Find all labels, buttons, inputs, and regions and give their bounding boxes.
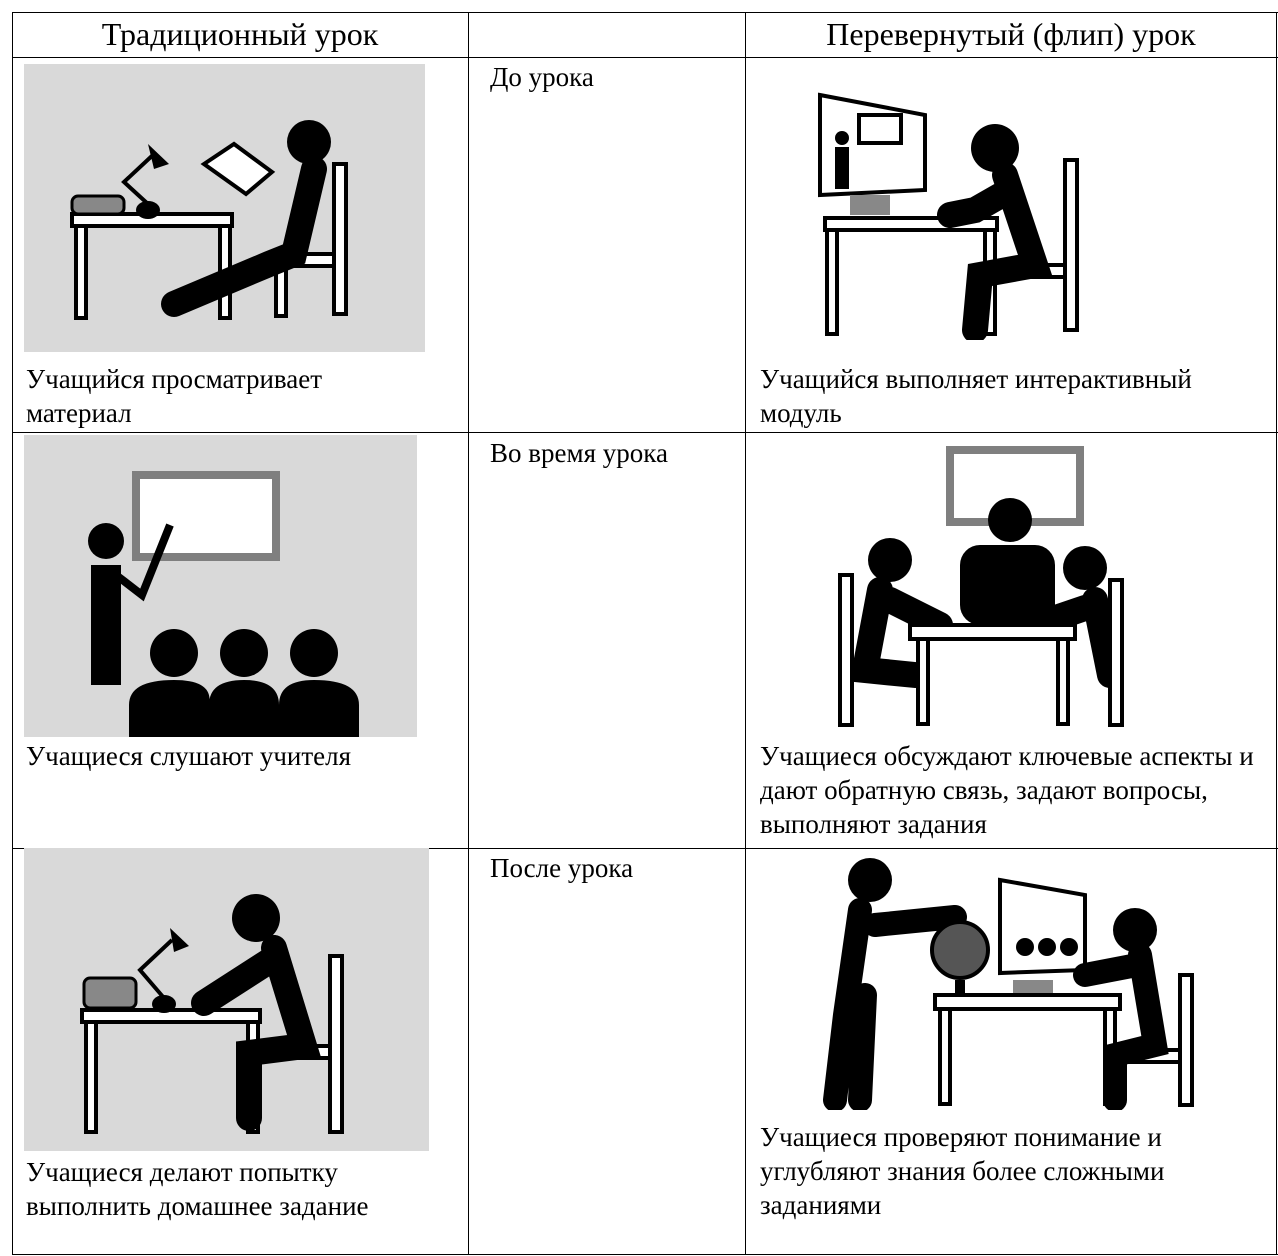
rule xyxy=(12,57,1278,58)
rule xyxy=(12,12,13,1255)
caption: Учащиеся проверяют понимание и углубляют… xyxy=(760,1122,1165,1220)
stage: До урока xyxy=(490,62,594,92)
rule xyxy=(12,12,1278,13)
illustration xyxy=(24,64,425,352)
illustration xyxy=(24,848,429,1151)
caption: Учащиеся слушают учителя xyxy=(26,741,352,771)
caption: Учащийся просматривает материал xyxy=(26,364,323,428)
caption: Учащиеся обсуждают ключевые аспекты и да… xyxy=(760,741,1254,839)
rule xyxy=(12,848,1278,849)
illustration xyxy=(24,435,417,737)
header: Традиционный урок xyxy=(101,16,379,52)
caption: Учащийся выполняет интерактивный модуль xyxy=(760,364,1192,428)
rule xyxy=(12,432,1278,433)
stage: После урока xyxy=(490,853,634,883)
illustration xyxy=(818,92,1079,340)
rule xyxy=(1276,12,1277,1255)
rule xyxy=(12,1254,1278,1255)
illustration xyxy=(838,446,1124,727)
stage: Во время урока xyxy=(490,438,668,468)
caption: Учащиеся делают попытку выполнить домашн… xyxy=(26,1157,369,1221)
rule xyxy=(468,12,469,1255)
illustration xyxy=(823,858,1194,1110)
header: Перевернутый (флип) урок xyxy=(826,16,1196,52)
rule xyxy=(745,12,746,1255)
